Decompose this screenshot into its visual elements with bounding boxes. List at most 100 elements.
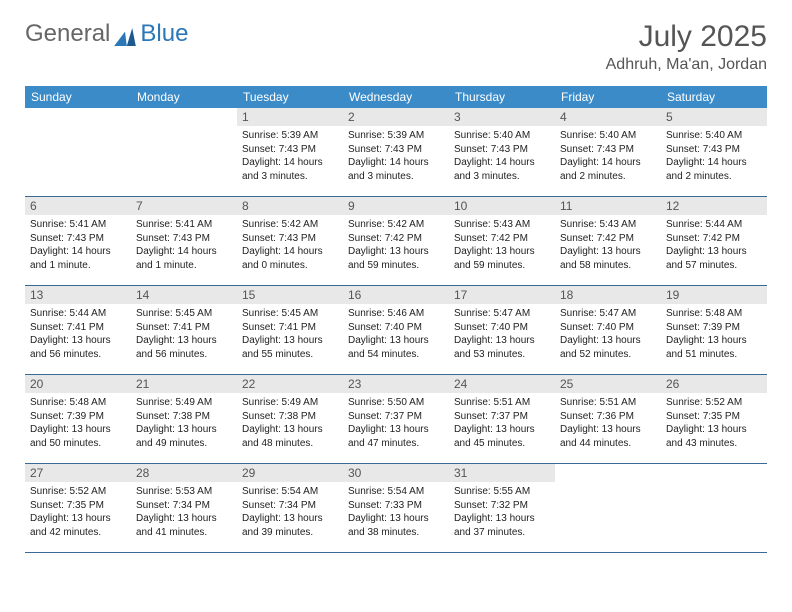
day-header: Monday: [131, 86, 237, 108]
calendar-cell: 24Sunrise: 5:51 AMSunset: 7:37 PMDayligh…: [449, 375, 555, 464]
daylight-text: Daylight: 13 hours and 57 minutes.: [666, 245, 762, 272]
day-number: 18: [555, 286, 661, 304]
day-number: 19: [661, 286, 767, 304]
sunset-text: Sunset: 7:39 PM: [30, 410, 126, 424]
sunrise-text: Sunrise: 5:50 AM: [348, 396, 444, 410]
daylight-text: Daylight: 14 hours and 3 minutes.: [348, 156, 444, 183]
sunset-text: Sunset: 7:33 PM: [348, 499, 444, 513]
day-number: 20: [25, 375, 131, 393]
daylight-text: Daylight: 13 hours and 59 minutes.: [348, 245, 444, 272]
sunrise-text: Sunrise: 5:46 AM: [348, 307, 444, 321]
calendar-cell: 5Sunrise: 5:40 AMSunset: 7:43 PMDaylight…: [661, 108, 767, 197]
daylight-text: Daylight: 13 hours and 37 minutes.: [454, 512, 550, 539]
daylight-text: Daylight: 13 hours and 58 minutes.: [560, 245, 656, 272]
sunrise-text: Sunrise: 5:52 AM: [666, 396, 762, 410]
day-content: Sunrise: 5:39 AMSunset: 7:43 PMDaylight:…: [343, 126, 449, 188]
sunset-text: Sunset: 7:40 PM: [348, 321, 444, 335]
day-number: 17: [449, 286, 555, 304]
day-content: Sunrise: 5:55 AMSunset: 7:32 PMDaylight:…: [449, 482, 555, 544]
sunset-text: Sunset: 7:34 PM: [136, 499, 232, 513]
sunset-text: Sunset: 7:41 PM: [242, 321, 338, 335]
sunrise-text: Sunrise: 5:41 AM: [30, 218, 126, 232]
sunset-text: Sunset: 7:36 PM: [560, 410, 656, 424]
sunrise-text: Sunrise: 5:41 AM: [136, 218, 232, 232]
daylight-text: Daylight: 14 hours and 3 minutes.: [454, 156, 550, 183]
daylight-text: Daylight: 14 hours and 1 minute.: [136, 245, 232, 272]
day-number: 28: [131, 464, 237, 482]
sunset-text: Sunset: 7:42 PM: [666, 232, 762, 246]
sunrise-text: Sunrise: 5:44 AM: [666, 218, 762, 232]
day-content: Sunrise: 5:43 AMSunset: 7:42 PMDaylight:…: [555, 215, 661, 277]
day-number: 14: [131, 286, 237, 304]
calendar-cell: 20Sunrise: 5:48 AMSunset: 7:39 PMDayligh…: [25, 375, 131, 464]
calendar-cell: 2Sunrise: 5:39 AMSunset: 7:43 PMDaylight…: [343, 108, 449, 197]
day-number: 30: [343, 464, 449, 482]
calendar-cell: 1Sunrise: 5:39 AMSunset: 7:43 PMDaylight…: [237, 108, 343, 197]
calendar-cell: 25Sunrise: 5:51 AMSunset: 7:36 PMDayligh…: [555, 375, 661, 464]
sunrise-text: Sunrise: 5:55 AM: [454, 485, 550, 499]
sunset-text: Sunset: 7:43 PM: [666, 143, 762, 157]
day-header: Wednesday: [343, 86, 449, 108]
month-title: July 2025: [606, 20, 767, 54]
day-header: Sunday: [25, 86, 131, 108]
day-number: 10: [449, 197, 555, 215]
calendar-cell: 9 Sunrise: 5:42 AMSunset: 7:42 PMDaylight…: [343, 197, 449, 286]
day-number: 9: [343, 197, 449, 215]
calendar-cell: [131, 108, 237, 197]
sunset-text: Sunset: 7:40 PM: [560, 321, 656, 335]
calendar-cell: 8Sunrise: 5:42 AMSunset: 7:43 PMDaylight…: [237, 197, 343, 286]
calendar-cell: 28Sunrise: 5:53 AMSunset: 7:34 PMDayligh…: [131, 464, 237, 553]
day-content: Sunrise: 5:52 AMSunset: 7:35 PMDaylight:…: [661, 393, 767, 455]
day-content: Sunrise: 5:39 AMSunset: 7:43 PMDaylight:…: [237, 126, 343, 188]
header: General Blue July 2025 Adhruh, Ma'an, Jo…: [25, 20, 767, 74]
calendar-week-row: 1Sunrise: 5:39 AMSunset: 7:43 PMDaylight…: [25, 108, 767, 197]
sunrise-text: Sunrise: 5:48 AM: [666, 307, 762, 321]
sunrise-text: Sunrise: 5:49 AM: [242, 396, 338, 410]
sunrise-text: Sunrise: 5:47 AM: [454, 307, 550, 321]
day-number: 6: [25, 197, 131, 215]
sunrise-text: Sunrise: 5:48 AM: [30, 396, 126, 410]
daylight-text: Daylight: 14 hours and 0 minutes.: [242, 245, 338, 272]
day-content: Sunrise: 5:51 AMSunset: 7:36 PMDaylight:…: [555, 393, 661, 455]
title-block: July 2025 Adhruh, Ma'an, Jordan: [606, 20, 767, 74]
sunset-text: Sunset: 7:37 PM: [348, 410, 444, 424]
sunrise-text: Sunrise: 5:45 AM: [242, 307, 338, 321]
day-number: 21: [131, 375, 237, 393]
day-number: 1: [237, 108, 343, 126]
day-content: Sunrise: 5:54 AMSunset: 7:34 PMDaylight:…: [237, 482, 343, 544]
day-number: 23: [343, 375, 449, 393]
daylight-text: Daylight: 13 hours and 49 minutes.: [136, 423, 232, 450]
calendar-cell: 30Sunrise: 5:54 AMSunset: 7:33 PMDayligh…: [343, 464, 449, 553]
sunrise-text: Sunrise: 5:52 AM: [30, 485, 126, 499]
calendar-cell: 3Sunrise: 5:40 AMSunset: 7:43 PMDaylight…: [449, 108, 555, 197]
sunset-text: Sunset: 7:41 PM: [136, 321, 232, 335]
day-content: Sunrise: 5:44 AMSunset: 7:42 PMDaylight:…: [661, 215, 767, 277]
calendar-cell: 12Sunrise: 5:44 AMSunset: 7:42 PMDayligh…: [661, 197, 767, 286]
day-content: Sunrise: 5:45 AMSunset: 7:41 PMDaylight:…: [237, 304, 343, 366]
sunrise-text: Sunrise: 5:44 AM: [30, 307, 126, 321]
sunset-text: Sunset: 7:42 PM: [348, 232, 444, 246]
sunset-text: Sunset: 7:35 PM: [30, 499, 126, 513]
sunrise-text: Sunrise: 5:42 AM: [348, 218, 444, 232]
day-content: Sunrise: 5:47 AMSunset: 7:40 PMDaylight:…: [555, 304, 661, 366]
daylight-text: Daylight: 13 hours and 44 minutes.: [560, 423, 656, 450]
daylight-text: Daylight: 14 hours and 2 minutes.: [666, 156, 762, 183]
logo: General Blue: [25, 20, 188, 48]
calendar-cell: [661, 464, 767, 553]
calendar-body: 1Sunrise: 5:39 AMSunset: 7:43 PMDaylight…: [25, 108, 767, 553]
sunrise-text: Sunrise: 5:43 AM: [454, 218, 550, 232]
logo-icon: [114, 25, 136, 43]
sunset-text: Sunset: 7:38 PM: [136, 410, 232, 424]
daylight-text: Daylight: 13 hours and 54 minutes.: [348, 334, 444, 361]
daylight-text: Daylight: 13 hours and 39 minutes.: [242, 512, 338, 539]
calendar-cell: 23Sunrise: 5:50 AMSunset: 7:37 PMDayligh…: [343, 375, 449, 464]
calendar-cell: 6Sunrise: 5:41 AMSunset: 7:43 PMDaylight…: [25, 197, 131, 286]
day-number: 22: [237, 375, 343, 393]
calendar-cell: 26Sunrise: 5:52 AMSunset: 7:35 PMDayligh…: [661, 375, 767, 464]
sunset-text: Sunset: 7:43 PM: [136, 232, 232, 246]
sunset-text: Sunset: 7:32 PM: [454, 499, 550, 513]
daylight-text: Daylight: 13 hours and 43 minutes.: [666, 423, 762, 450]
day-number: 16: [343, 286, 449, 304]
calendar-cell: [555, 464, 661, 553]
day-number: 27: [25, 464, 131, 482]
